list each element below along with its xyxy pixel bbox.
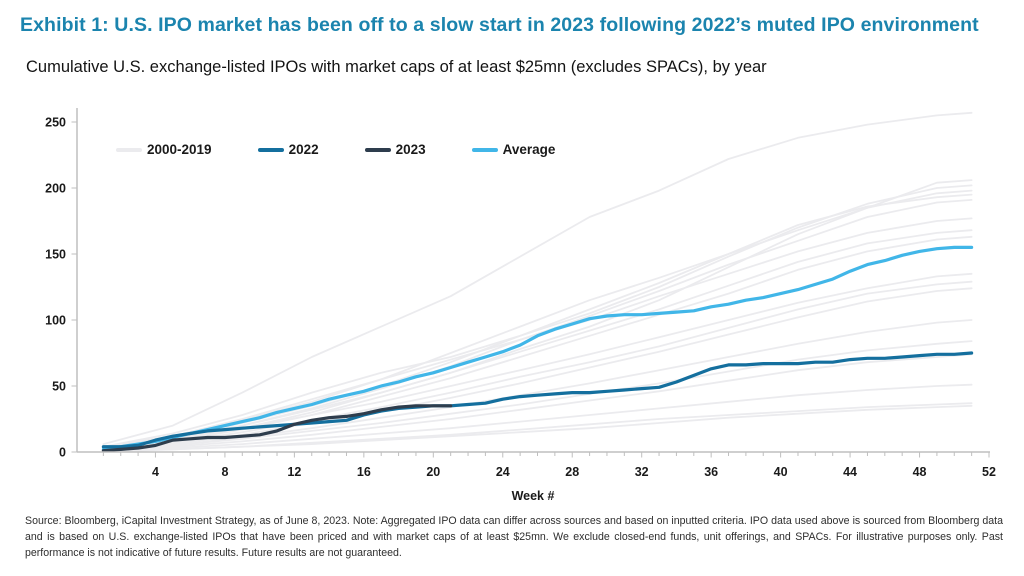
series-line-2000-2019-10 xyxy=(102,280,973,451)
series-line-2000-2019-0 xyxy=(102,111,973,445)
y-axis-tick-label: 200 xyxy=(45,182,66,196)
legend-item-2023: 2023 xyxy=(364,142,426,157)
legend-swatch-average xyxy=(471,147,498,152)
x-axis-tick-label: 32 xyxy=(635,465,649,479)
x-axis-tick-label: 4 xyxy=(152,465,159,479)
chart-subtitle: Cumulative U.S. exchange-listed IPOs wit… xyxy=(26,58,767,76)
x-axis-tick-label: 24 xyxy=(496,465,510,479)
series-line-2000-2019-7 xyxy=(102,229,973,449)
x-axis-tick-label: 20 xyxy=(426,465,440,479)
x-axis-tick-label: 48 xyxy=(913,465,927,479)
y-axis-tick-label: 150 xyxy=(45,248,66,262)
series-line-2000-2019-14 xyxy=(102,353,973,452)
chart-area: 4 8 12 16 20 24 28 32 36 40 44 48 52 0 50 100 150 200 250 W… xyxy=(0,96,1024,508)
series-line-2023 xyxy=(101,404,453,453)
x-axis-title: Week # xyxy=(512,489,555,503)
legend-item-2022: 2022 xyxy=(257,142,319,157)
ipo-line-chart-svg: 4 8 12 16 20 24 28 32 36 40 44 48 52050100150200250W… xyxy=(45,108,996,503)
legend-swatch-2000-2019 xyxy=(116,147,142,152)
legend-label-2000-2019: 2000-2019 xyxy=(147,142,212,157)
chart-legend: 2000-2019 2022 2023 Average xyxy=(116,142,555,157)
series-line-average xyxy=(101,245,974,451)
series-line-2000-2019-11 xyxy=(102,287,973,451)
series-line-2000-2019-6 xyxy=(102,217,973,448)
legend-swatch-2023 xyxy=(364,147,391,152)
source-disclaimer-text: Source: Bloomberg, iCapital Investment S… xyxy=(25,515,1003,559)
y-axis-tick-label: 0 xyxy=(59,446,66,460)
x-axis-tick-label: 8 xyxy=(221,465,228,479)
x-axis-tick-label: 28 xyxy=(565,465,579,479)
x-axis-tick-label: 36 xyxy=(704,465,718,479)
legend-label-2023: 2023 xyxy=(395,142,426,157)
x-axis-tick-label: 12 xyxy=(287,465,301,479)
series-line-2000-2019-15 xyxy=(102,383,973,452)
legend-item-average: Average xyxy=(471,142,556,157)
series-line-2000-2019-13 xyxy=(102,340,973,451)
x-axis-tick-label: 44 xyxy=(843,465,857,479)
series-line-2000-2019-3 xyxy=(102,189,973,449)
x-axis-tick-label: 16 xyxy=(357,465,371,479)
series-line-2000-2019-2 xyxy=(102,184,973,448)
x-axis-tick-label: 52 xyxy=(982,465,996,479)
x-axis-tick-label: 40 xyxy=(774,465,788,479)
series-line-2000-2019-4 xyxy=(102,193,973,449)
y-axis-tick-label: 100 xyxy=(45,314,66,328)
legend-item-2000-2019: 2000-2019 xyxy=(116,142,212,157)
legend-label-2022: 2022 xyxy=(288,142,319,157)
exhibit-title: Exhibit 1: U.S. IPO market has been off … xyxy=(20,14,979,36)
y-axis-tick-label: 250 xyxy=(45,116,66,130)
y-axis-tick-label: 50 xyxy=(52,380,66,394)
series-line-2000-2019-17 xyxy=(102,404,973,453)
series-line-2022 xyxy=(101,351,974,449)
legend-label-average: Average xyxy=(502,142,556,157)
legend-swatch-2022 xyxy=(257,147,284,152)
